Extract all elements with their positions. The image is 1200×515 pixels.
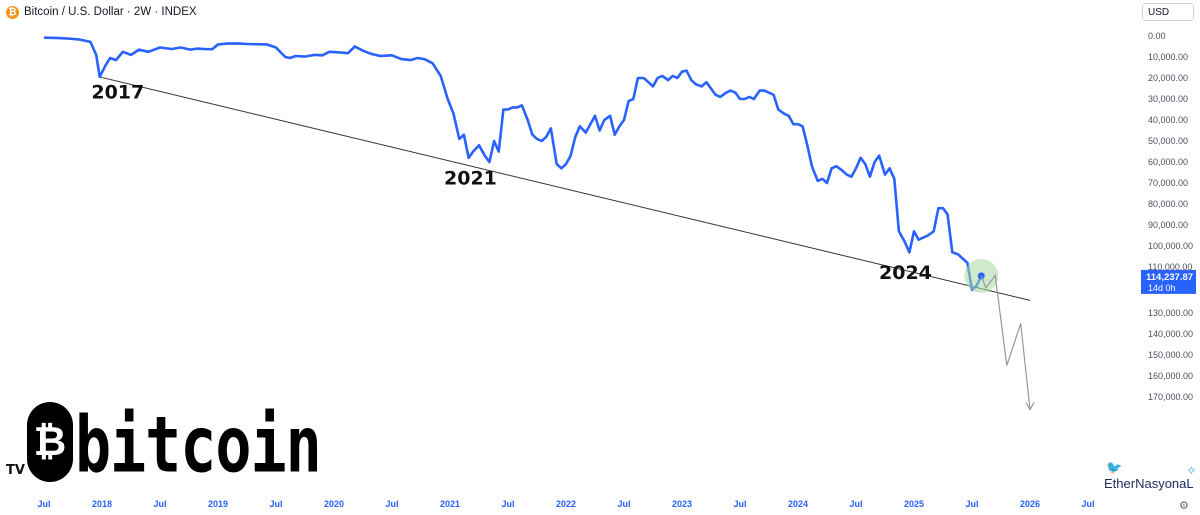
- x-tick-label: 2021: [440, 499, 460, 509]
- last-price-label-bg: [1141, 269, 1196, 294]
- y-tick-label: 130,000.00: [1148, 308, 1193, 318]
- plot-area: 2017 2021 2024: [43, 36, 1035, 411]
- currency-selector[interactable]: USD: [1142, 3, 1194, 21]
- bitcoin-b-icon: ₿: [26, 402, 73, 482]
- projection-arrow-head: [1025, 402, 1035, 411]
- y-tick-label: 20,000.00: [1148, 73, 1188, 83]
- price-series-line: [43, 36, 983, 292]
- y-tick-label: 110,000.00: [1148, 262, 1192, 272]
- x-tick-label: Jul: [269, 499, 282, 509]
- trend-line: [99, 76, 1031, 301]
- y-tick-label: 50,000.00: [1148, 136, 1188, 146]
- x-tick-label: Jul: [733, 499, 746, 509]
- y-tick-label: 90,000.00: [1148, 220, 1188, 230]
- brand-name: EtherNasyonaL: [1104, 476, 1194, 491]
- x-tick-label: 2023: [672, 499, 692, 509]
- chart-header: ₿ Bitcoin / U.S. Dollar · 2W · INDEX: [6, 4, 197, 20]
- x-tick-label: Jul: [385, 499, 398, 509]
- year-annotation: 2017: [91, 81, 144, 103]
- last-price-countdown: 14d 0h: [1148, 283, 1176, 293]
- x-tick-label: Jul: [965, 499, 978, 509]
- year-annotation: 2021: [444, 168, 497, 190]
- y-tick-label: 40,000.00: [1148, 115, 1188, 125]
- y-tick-label: 80,000.00: [1148, 199, 1188, 209]
- chart-title[interactable]: Bitcoin / U.S. Dollar · 2W · INDEX: [24, 6, 197, 18]
- x-tick-label: Jul: [1081, 499, 1094, 509]
- x-tick-label: Jul: [153, 499, 166, 509]
- last-price-value: 114,237.87: [1146, 272, 1193, 283]
- x-tick-label: 2022: [556, 499, 576, 509]
- y-tick-label: 70,000.00: [1148, 178, 1188, 188]
- y-tick-label: 170,000.00: [1148, 392, 1193, 402]
- last-price-dot: [977, 272, 985, 280]
- sparkle-icon: ✧: [1186, 463, 1197, 478]
- x-tick-label: 2020: [324, 499, 344, 509]
- x-tick-label: 2026: [1020, 499, 1040, 509]
- year-annotation: 2024: [879, 262, 932, 284]
- x-tick-label: 2024: [788, 499, 808, 509]
- y-tick-label: 10,000.00: [1148, 52, 1188, 62]
- x-tick-label: Jul: [501, 499, 514, 509]
- x-tick-label: Jul: [37, 499, 50, 509]
- x-tick-label: 2018: [92, 499, 112, 509]
- brand-watermark: 🐦 ✧ EtherNasyonaL: [1104, 460, 1197, 496]
- y-tick-label: 30,000.00: [1148, 94, 1188, 104]
- y-tick-label: 100,000.00: [1148, 241, 1193, 251]
- y-tick-label: 60,000.00: [1148, 157, 1188, 167]
- y-tick-label: 140,000.00: [1148, 329, 1193, 339]
- x-tick-label: 2019: [208, 499, 228, 509]
- settings-icon[interactable]: ⚙: [1179, 500, 1189, 512]
- tradingview-logo-icon: TV: [6, 463, 25, 478]
- projection-path: [980, 273, 1031, 410]
- bird-icon: 🐦: [1106, 460, 1123, 475]
- x-tick-label: Jul: [617, 499, 630, 509]
- x-tick-label: Jul: [849, 499, 862, 509]
- y-tick-label: 160,000.00: [1148, 371, 1193, 381]
- y-tick-label: 0.00: [1148, 31, 1166, 41]
- x-axis: Jul 2018 Jul 2019 Jul 2020 Jul 2021 Jul 2022 Jul 20…: [37, 499, 1094, 509]
- bitcoin-logo: TV ₿ bitcoin: [6, 400, 322, 492]
- x-tick-label: 2025: [904, 499, 924, 509]
- y-tick-label: 150,000.00: [1148, 350, 1193, 360]
- bitcoin-icon: ₿: [6, 5, 19, 19]
- y-axis: 0.00 10,000.00 20,000.00 30,000.00 40,000.00…: [1141, 31, 1196, 402]
- bitcoin-wordmark: bitcoin: [74, 400, 322, 492]
